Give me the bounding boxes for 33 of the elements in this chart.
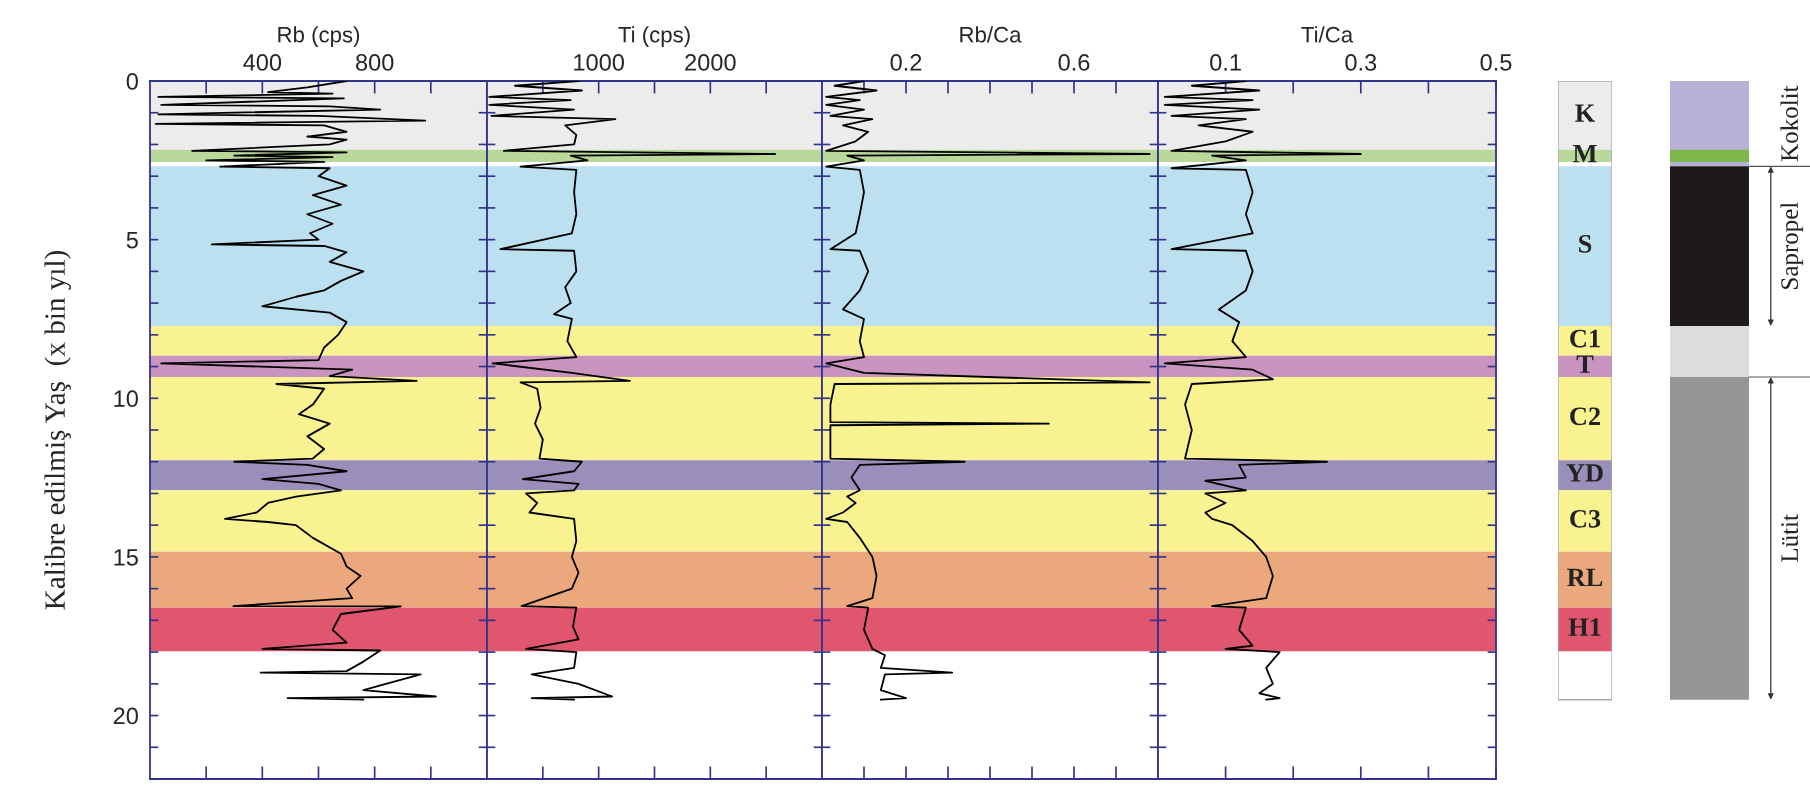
text: C1 <box>1570 329 1600 348</box>
text: Kokolit <box>1780 85 1799 162</box>
text: Sapropel <box>1780 202 1804 289</box>
y-tick-label: 0 <box>126 73 138 90</box>
text: C3 <box>1570 509 1601 528</box>
y-tick-label: 10 <box>114 390 138 408</box>
text: K <box>1575 104 1596 122</box>
text: YD <box>1566 464 1603 482</box>
x-tick-label: 0.5 <box>1480 54 1512 71</box>
x-tick-label: 0.1 <box>1210 54 1241 71</box>
x-axis-title: Rb/Ca <box>960 26 1022 43</box>
y-axis-title: Kalibre edilmiş Yaş (x bin yıl) <box>44 251 71 610</box>
text: S <box>1579 235 1592 253</box>
x-tick-label: 800 <box>356 54 394 71</box>
x-tick-label: 0.6 <box>1058 54 1090 71</box>
x-axis-title: Rb (cps) <box>278 26 360 47</box>
text: M <box>1573 144 1597 163</box>
text: T <box>1576 355 1594 373</box>
y-tick-label: 15 <box>114 549 138 566</box>
text: C2 <box>1570 407 1600 426</box>
y-tick-label: 5 <box>126 231 138 249</box>
text: Lütit <box>1781 514 1799 562</box>
x-tick-label: 0.3 <box>1345 54 1377 71</box>
x-axis-title: Ti/Ca <box>1301 26 1354 43</box>
text: H1 <box>1568 618 1601 636</box>
x-tick-label: 2000 <box>685 54 736 71</box>
line-series <box>154 81 437 701</box>
y-tick-label: 20 <box>113 707 138 725</box>
x-tick-label: 1000 <box>574 54 625 71</box>
x-tick-label: 0.2 <box>890 54 922 71</box>
text: RL <box>1567 568 1603 587</box>
x-axis-title: Ti (cps) <box>618 26 690 47</box>
x-tick-label: 400 <box>243 54 282 71</box>
